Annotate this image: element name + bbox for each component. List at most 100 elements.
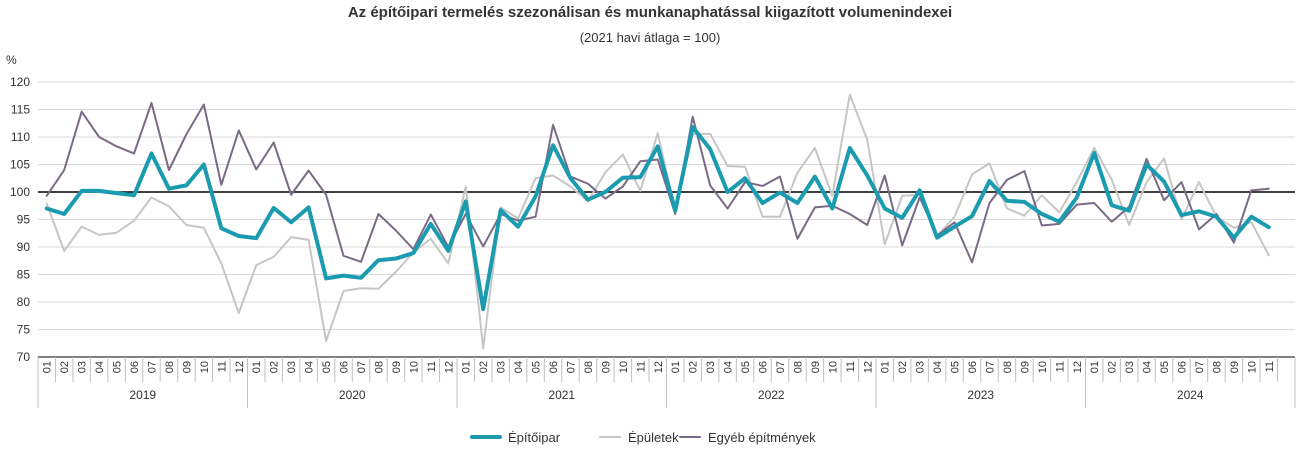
grid-lines	[38, 81, 1295, 358]
x-tick-label-month: 04	[1142, 361, 1154, 373]
y-tick-labels: 70 75 80 85 90 95 100 105 110 115 120	[10, 75, 30, 364]
x-tick-label-month: 07	[775, 361, 787, 373]
x-tick-label-month: 02	[59, 361, 71, 373]
x-tick-label-month: 08	[792, 361, 804, 373]
chart-title: Az építőipari termelés szezonálisan és m…	[347, 4, 953, 21]
x-tick-label-month: 01	[1089, 361, 1101, 373]
x-tick-label-year: 2020	[339, 388, 366, 402]
x-axis: 01 02 03 04 05 06 07 08 09 10 11 12 01 02 03 04 05 06 07 08…	[37, 356, 1296, 408]
y-tick-label: 90	[17, 240, 31, 254]
x-tick-label-month: 05	[531, 361, 543, 373]
x-tick-label-month: 10	[618, 361, 630, 373]
series-line-epuletek	[45, 93, 1270, 350]
x-tick-label-month: 01	[670, 361, 682, 373]
x-tick-label-month: 08	[164, 361, 176, 373]
series-line-egyeb-epitmenyek	[45, 101, 1270, 264]
x-tick-label-month: 09	[1019, 361, 1031, 373]
x-tick-label-month: 08	[583, 361, 595, 373]
x-tick-label-month: 09	[810, 361, 822, 373]
x-tick-label-month: 12	[443, 361, 455, 373]
legend-label: Építőipar	[508, 430, 561, 445]
y-tick-label: 80	[17, 295, 31, 309]
x-tick-label-month: 05	[740, 361, 752, 373]
x-tick-label-month: 01	[42, 361, 54, 373]
x-tick-label-month: 10	[199, 361, 211, 373]
x-tick-label-year: 2023	[967, 388, 994, 402]
x-tick-label-month: 01	[251, 361, 263, 373]
y-tick-label: 100	[10, 185, 30, 199]
legend-label: Egyéb építmények	[708, 430, 816, 445]
x-tick-label-month: 10	[408, 361, 420, 373]
x-tick-label-month: 09	[181, 361, 193, 373]
x-tick-label-month: 03	[286, 361, 298, 373]
y-tick-label: 120	[10, 75, 30, 89]
x-tick-label-month: 11	[1264, 361, 1276, 372]
x-tick-label-month: 09	[1229, 361, 1241, 373]
x-tick-label-month: 04	[94, 361, 106, 373]
x-tick-label-month: 11	[635, 361, 647, 372]
x-tick-label-month: 07	[984, 361, 996, 373]
legend: Építőipar Épületek Egyéb építmények	[470, 430, 816, 445]
x-tick-label-month: 05	[1159, 361, 1171, 373]
x-tick-label-month: 06	[548, 361, 560, 373]
chart-subtitle: (2021 havi átlaga = 100)	[579, 30, 721, 45]
x-tick-label-month: 02	[269, 361, 281, 373]
x-tick-label-month: 09	[391, 361, 403, 373]
x-tick-label-year: 2021	[548, 388, 575, 402]
x-tick-label-month: 06	[129, 361, 141, 373]
x-tick-label-month: 07	[1194, 361, 1206, 373]
x-tick-label-month: 05	[112, 361, 124, 373]
x-tick-label-month: 08	[1211, 361, 1223, 373]
x-tick-label-month: 07	[146, 361, 158, 373]
x-tick-label-year: 2019	[129, 388, 156, 402]
x-tick-label-month: 02	[897, 361, 909, 373]
x-tick-label-month: 10	[1037, 361, 1049, 373]
x-tick-label-month: 01	[880, 361, 892, 373]
x-tick-label-month: 03	[77, 361, 89, 373]
x-tick-label-month: 03	[496, 361, 508, 373]
x-tick-label-month: 03	[1124, 361, 1136, 373]
x-tick-label-month: 12	[234, 361, 246, 373]
x-tick-label-month: 04	[304, 361, 316, 373]
x-tick-label-month: 11	[845, 361, 857, 372]
x-tick-label-month: 07	[356, 361, 368, 373]
y-tick-label: 70	[17, 350, 31, 364]
y-tick-label: 95	[17, 213, 31, 227]
y-tick-label: 105	[10, 158, 30, 172]
x-tick-label-month: 06	[967, 361, 979, 373]
x-tick-label-month: 06	[758, 361, 770, 373]
x-tick-label-month: 10	[827, 361, 839, 373]
x-tick-label-month: 08	[1002, 361, 1014, 373]
x-tick-label-month: 11	[1054, 361, 1066, 372]
x-tick-label-month: 12	[862, 361, 874, 373]
x-tick-label-month: 03	[915, 361, 927, 373]
x-tick-label-month: 06	[339, 361, 351, 373]
y-tick-label: 75	[17, 323, 31, 337]
x-tick-label-month: 10	[1246, 361, 1258, 373]
y-tick-label: 85	[17, 268, 31, 282]
x-tick-label-month: 11	[426, 361, 438, 372]
x-tick-label-month: 08	[373, 361, 385, 373]
x-tick-label-month: 02	[1107, 361, 1119, 373]
y-tick-label: 115	[11, 103, 30, 117]
series-lines	[44, 93, 1271, 350]
x-tick-label-month: 05	[950, 361, 962, 373]
x-tick-label-month: 02	[688, 361, 700, 373]
x-tick-label-year: 2024	[1177, 388, 1204, 402]
x-tick-label-month: 09	[600, 361, 612, 373]
y-tick-label: 110	[11, 130, 30, 144]
x-tick-label-month: 07	[565, 361, 577, 373]
legend-label: Épületek	[628, 430, 679, 445]
x-tick-label-month: 06	[1177, 361, 1189, 373]
x-tick-label-month: 12	[653, 361, 665, 373]
x-tick-label-month: 04	[723, 361, 735, 373]
y-axis-label: %	[6, 53, 17, 67]
x-tick-label-month: 11	[216, 361, 228, 372]
x-tick-label-year: 2022	[758, 388, 785, 402]
x-tick-label-month: 05	[321, 361, 333, 373]
x-tick-label-month: 12	[1072, 361, 1084, 373]
x-tick-label-month: 04	[932, 361, 944, 373]
x-tick-label-month: 01	[461, 361, 473, 373]
x-tick-label-month: 04	[513, 361, 525, 373]
